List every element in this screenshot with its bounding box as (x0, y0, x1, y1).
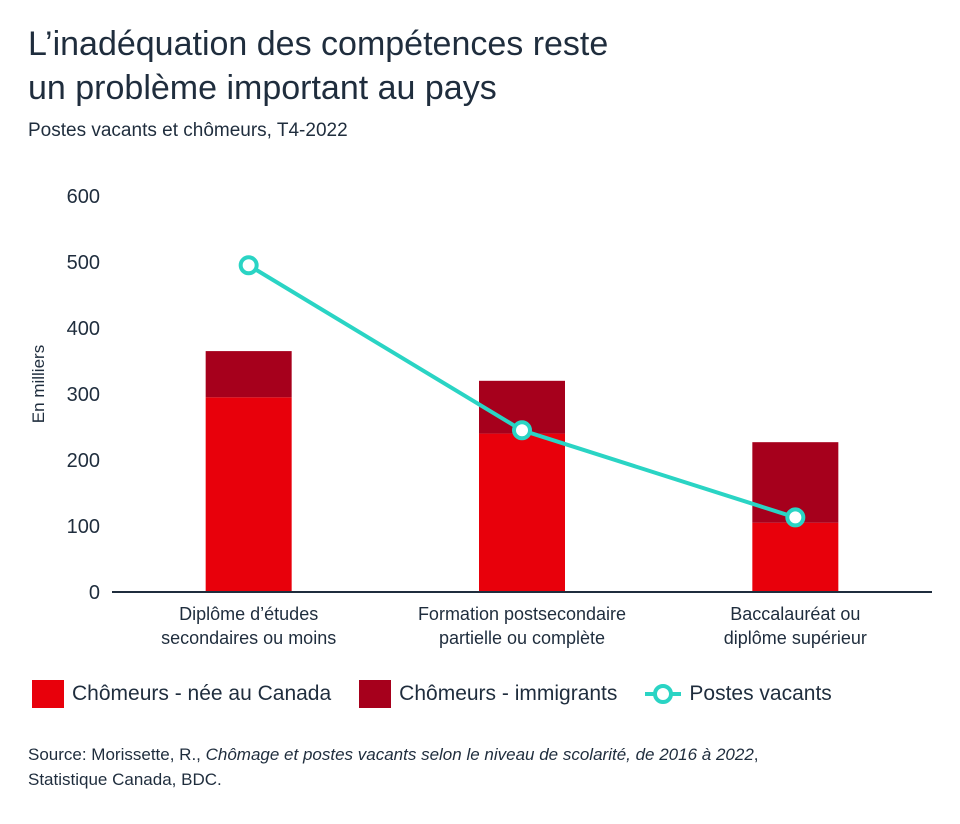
chart-subtitle: Postes vacants et chômeurs, T4-2022 (28, 120, 348, 141)
legend-item-chomeurs-immigrants: Chômeurs - immigrants (359, 680, 617, 708)
point-postes-vacants-2 (785, 507, 806, 528)
chart-title-line-1: L’inadéquation des compétences reste (28, 25, 609, 63)
bar-canada-1 (479, 433, 565, 592)
source-title: Chômage et postes vacants selon le nivea… (205, 745, 754, 764)
y-tick-label: 200 (67, 450, 100, 472)
legend-swatch-chomeurs-canada (32, 680, 64, 708)
x-category-label: Formation postsecondaire partielle ou com… (418, 604, 626, 648)
y-tick-label: 100 (67, 516, 100, 538)
y-axis-label: En milliers (29, 345, 48, 423)
legend-label-postes-vacants: Postes vacants (689, 682, 832, 705)
x-category-label: Baccalauréat ou diplôme supérieur (724, 604, 867, 648)
legend-item-chomeurs-canada: Chômeurs - née au Canada (32, 680, 331, 708)
legend-swatch-chomeurs-immigrants (359, 680, 392, 708)
legend: Chômeurs - née au Canada Chômeurs - immi… (32, 680, 860, 708)
point-postes-vacants-1 (512, 420, 532, 441)
source-prefix: Source: Morissette, R., (28, 745, 206, 764)
bar-canada-2 (752, 522, 839, 592)
legend-item-postes-vacants: Postes vacants (645, 680, 832, 708)
legend-label-chomeurs-canada: Chômeurs - née au Canada (72, 682, 332, 705)
y-tick-label: 500 (67, 252, 100, 274)
source-line-2: Statistique Canada, BDC. (28, 770, 222, 789)
source-suffix: , (753, 745, 759, 764)
point-postes-vacants-0 (238, 255, 259, 276)
y-tick-label: 300 (67, 384, 100, 406)
bar-immigrants-0 (205, 351, 292, 398)
y-tick-label: 400 (67, 318, 100, 340)
y-tick-label: 600 (67, 186, 100, 208)
chart-title: L’inadéquation des compétences reste un … (28, 22, 928, 110)
source-note: Source: Morissette, R., Chômage et poste… (28, 742, 938, 792)
y-tick-label: 0 (89, 582, 100, 604)
stacked-bar-line-chart: En milliers 0 100 200 300 400 500 600 Diplôme d’… (29, 186, 932, 648)
x-category-label: Diplôme d’études secondaires ou moins (161, 604, 336, 648)
legend-marker-postes-vacants (645, 684, 682, 704)
chart-title-line-2: un problème important au pays (28, 69, 497, 107)
bar-canada-0 (205, 397, 292, 592)
legend-label-chomeurs-immigrants: Chômeurs - immigrants (399, 682, 618, 705)
